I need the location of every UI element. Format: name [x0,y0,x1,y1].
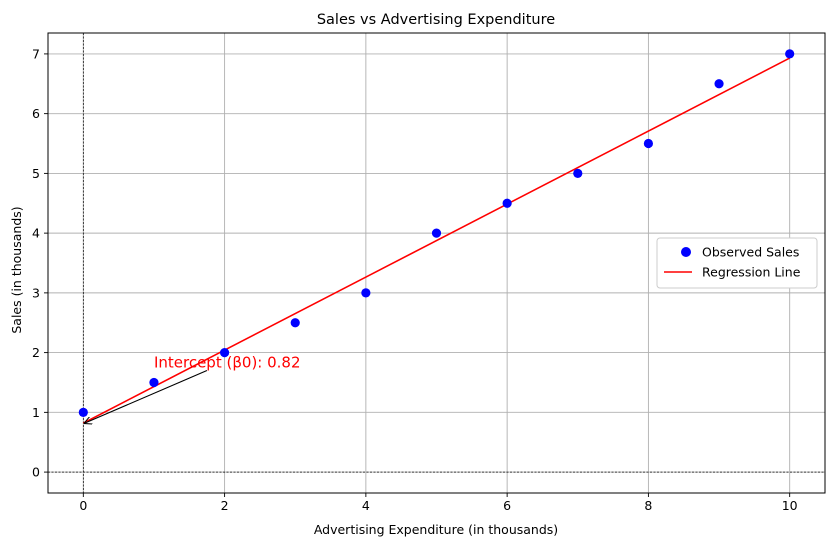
data-point [643,138,654,149]
plot-frame [47,32,826,494]
legend: Observed Sales Regression Line [656,237,818,289]
y-tick-label: 0 [32,465,40,480]
y-tick-label: 7 [32,46,40,61]
data-point [219,348,230,358]
data-point [502,198,512,208]
y-tick-label: 2 [32,345,40,360]
x-axis-label: Advertising Expenditure (in thousands) [314,522,558,537]
regression-series [82,57,791,424]
y-axis-label: Sales (in thousands) [9,206,24,333]
legend-marker-observed [681,247,691,257]
data-point [714,79,724,89]
x-tick-label: 8 [644,498,652,513]
data-point [290,318,300,328]
y-axis-ticks: 0 1 2 3 4 5 6 7 [32,46,48,480]
data-point [149,377,159,388]
x-tick-label: 4 [362,498,370,513]
data-point [785,49,795,59]
legend-label-regression: Regression Line [702,265,801,280]
annotation-arrow [85,370,208,424]
y-tick-label: 5 [32,166,40,181]
x-tick-label: 6 [503,498,511,513]
regression-line [82,57,791,424]
data-point [78,407,88,417]
annotation-text: Intercept (β0): 0.82 [154,354,301,372]
legend-frame [656,237,818,289]
data-point [431,228,442,238]
x-tick-label: 2 [221,498,229,513]
data-point [573,168,583,178]
y-tick-label: 4 [32,226,40,241]
y-tick-label: 3 [32,285,40,300]
legend-label-observed: Observed Sales [702,245,799,260]
y-tick-label: 6 [32,106,40,121]
x-axis-ticks: 0 2 4 6 8 10 [79,493,798,513]
chart-title: Sales vs Advertising Expenditure [317,12,555,28]
scatter-series [78,49,795,417]
intercept-annotation: Intercept (β0): 0.82 [85,354,301,424]
x-tick-label: 10 [782,498,798,513]
x-tick-label: 0 [79,498,87,513]
y-tick-label: 1 [32,405,40,420]
data-point [361,288,371,298]
